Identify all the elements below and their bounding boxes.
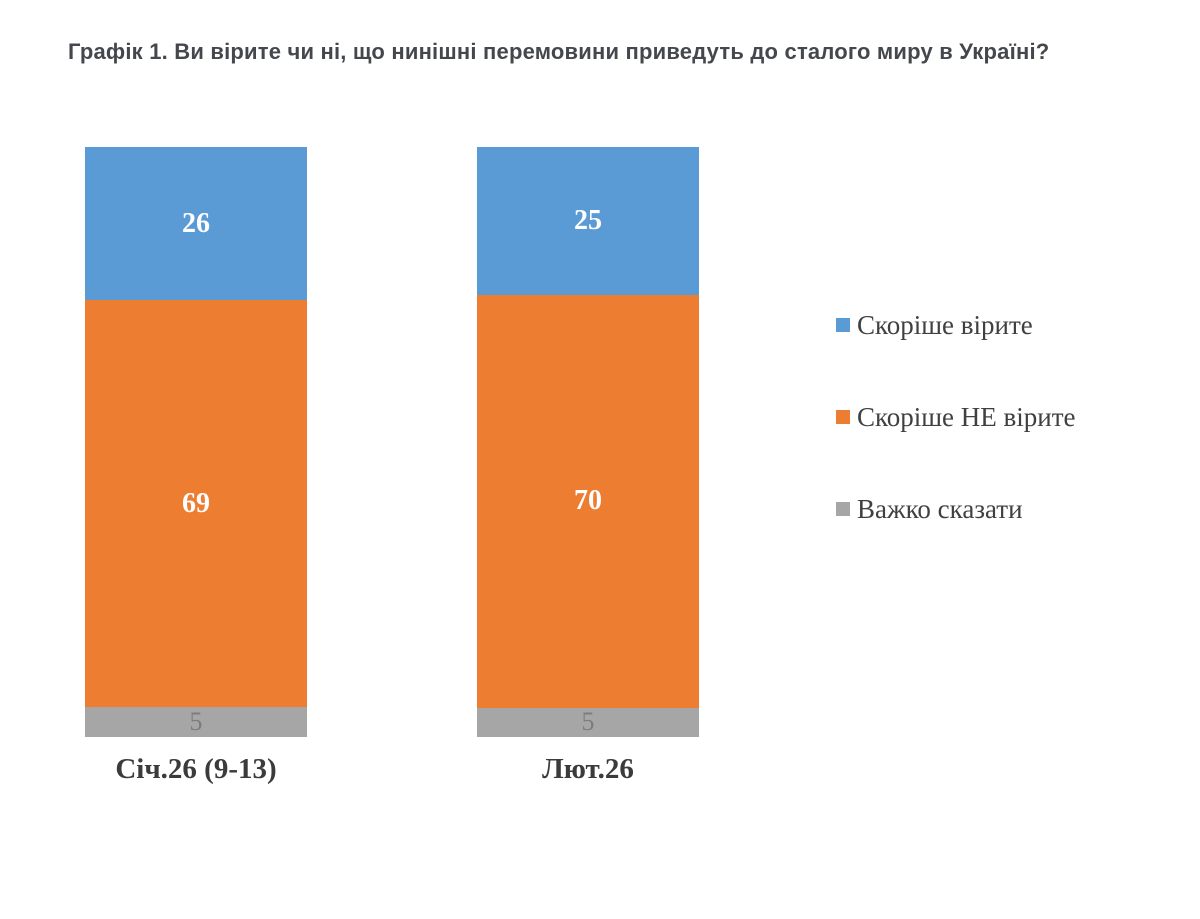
data-label-hard-to-say-sich26: 5 — [189, 707, 203, 737]
legend-swatch-orange-icon — [836, 410, 850, 424]
bar-column-sich26: 26 69 5 Січ.26 (9-13) — [85, 147, 307, 786]
data-label-not-believe-sich26: 69 — [182, 487, 210, 519]
legend-item-hard-to-say: Важко сказати — [836, 492, 1076, 526]
legend-item-not-believe: Скоріше НЕ вірите — [836, 400, 1076, 434]
chart-title: Графік 1. Ви вірите чи ні, що нинішні пе… — [68, 39, 1050, 64]
data-label-not-believe-liut26: 70 — [574, 485, 602, 516]
data-label-believe-liut26: 25 — [574, 204, 602, 236]
stacked-bar-liut26: 25 70 5 — [477, 147, 699, 737]
segment-hard-to-say-sich26: 5 — [85, 707, 307, 737]
bar-column-liut26: 25 70 5 Лют.26 — [477, 147, 699, 786]
data-label-believe-sich26: 26 — [182, 207, 210, 239]
legend-item-believe: Скоріше вірите — [836, 308, 1076, 342]
legend-swatch-blue-icon — [836, 318, 850, 332]
category-label-sich26: Січ.26 (9-13) — [115, 753, 277, 785]
legend: Скоріше вірите Скоріше НЕ вірите Важко с… — [836, 308, 1076, 584]
data-label-hard-to-say-liut26: 5 — [581, 707, 595, 737]
segment-not-believe-liut26: 70 — [477, 294, 699, 708]
segment-not-believe-sich26: 69 — [85, 300, 307, 708]
segment-believe-liut26: 25 — [477, 147, 699, 295]
stacked-bar-sich26: 26 69 5 — [85, 147, 307, 737]
legend-label-believe: Скоріше вірите — [857, 309, 1033, 340]
legend-label-not-believe: Скоріше НЕ вірите — [857, 401, 1076, 432]
segment-hard-to-say-liut26: 5 — [477, 707, 699, 737]
legend-swatch-gray-icon — [836, 502, 850, 516]
segment-believe-sich26: 26 — [85, 147, 307, 301]
category-label-liut26: Лют.26 — [542, 753, 634, 785]
legend-label-hard-to-say: Важко сказати — [857, 493, 1023, 524]
